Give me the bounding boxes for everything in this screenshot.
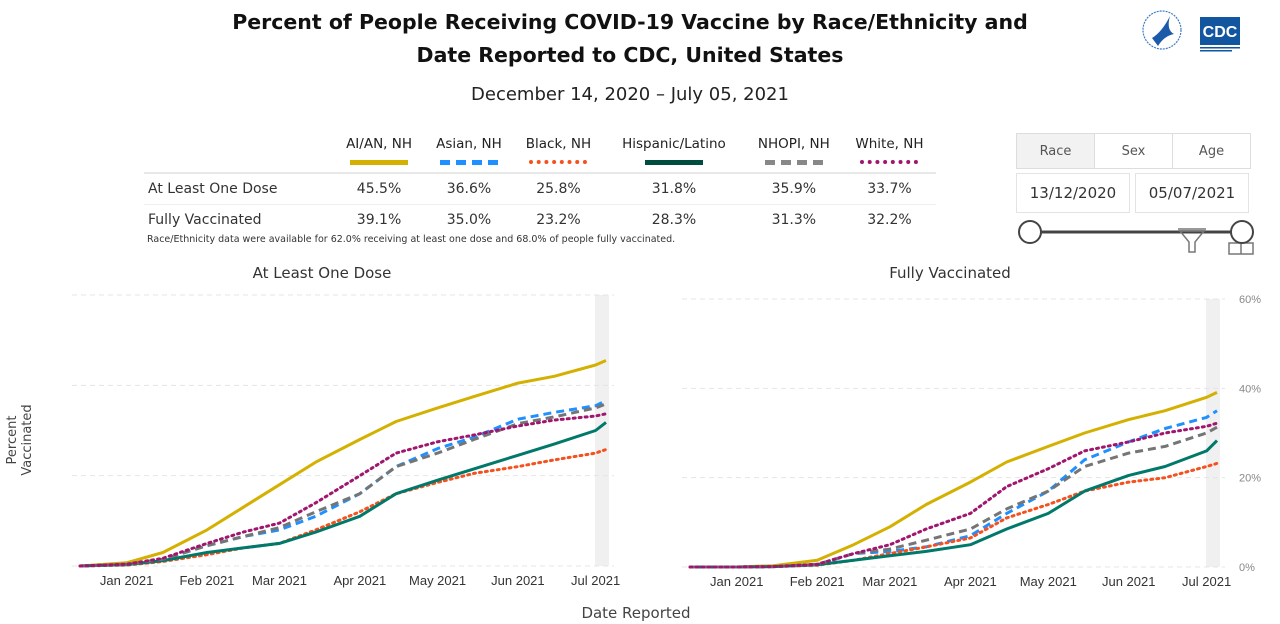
series-line-white-nh[interactable] <box>78 412 608 568</box>
col-header-black: Black, NH <box>525 136 592 152</box>
y-tick-label: 20% <box>1239 473 1261 485</box>
row-label: Fully Vaccinated <box>148 212 262 228</box>
cell-value: 31.8% <box>603 173 745 205</box>
date-range-subtitle: December 14, 2020 – July 05, 2021 <box>471 84 789 105</box>
y-tick-label: 0% <box>1239 562 1255 574</box>
cell-value: 35.0% <box>446 212 492 228</box>
x-tick-label: Jun 2021 <box>1102 574 1156 589</box>
series-line-hispanic-latino[interactable] <box>79 421 607 568</box>
legend-swatch-black <box>529 160 588 164</box>
tab-sex[interactable]: Sex <box>1095 134 1173 168</box>
cdc-logo: CDC <box>1140 6 1250 62</box>
hhs-eagle-icon <box>1142 10 1182 50</box>
tab-age[interactable]: Age <box>1198 143 1225 159</box>
col-header-white: White, NH <box>855 136 924 152</box>
filter-icon[interactable] <box>1178 228 1206 253</box>
x-tick-label: Jan 2021 <box>100 573 154 588</box>
series-line-ai-an-nh[interactable] <box>690 391 1218 569</box>
x-tick-label: Jul 2021 <box>571 573 620 588</box>
y-tick-label: 60% <box>1239 294 1261 306</box>
chart-title-one-dose: At Least One Dose <box>252 264 392 282</box>
chart-fully-vaccinated: 0% 20% 40% 60% Jan 2021 Feb 2021 Mar 2021 Apr 2… <box>682 294 1261 589</box>
cell-value: 31.3% <box>771 212 817 228</box>
y-tick-label: 40% <box>1239 383 1261 395</box>
cell-value: 23.2% <box>536 212 581 228</box>
col-header-nhopi: NHOPI, NH <box>757 136 830 152</box>
cell-value: 32.2% <box>867 212 912 228</box>
x-tick-label: Apr 2021 <box>944 574 997 589</box>
series-line-white-nh[interactable] <box>688 421 1219 569</box>
table-row: Fully Vaccinated 39.1% 35.0% 23.2% 28.3%… <box>144 205 936 236</box>
data-availability-note: Race/Ethnicity data were available for 6… <box>147 234 676 245</box>
series-line-black-nh[interactable] <box>688 461 1219 569</box>
series-line-asian-nh[interactable] <box>690 409 1218 569</box>
x-tick-label: Jun 2021 <box>491 573 545 588</box>
series-line-hispanic-latino[interactable] <box>690 439 1219 569</box>
legend-swatch-asian <box>439 159 498 165</box>
legend-swatch-aian <box>350 159 409 165</box>
slider-end-handle[interactable] <box>1230 220 1254 244</box>
cdc-logo-text: CDC <box>1203 24 1238 41</box>
slider-start-handle[interactable] <box>1018 220 1042 244</box>
cell-value: 33.7% <box>842 173 936 205</box>
cell-value: 28.3% <box>651 212 697 228</box>
x-tick-label: May 2021 <box>409 573 466 588</box>
x-tick-label: Apr 2021 <box>333 573 386 588</box>
cell-value: 39.1% <box>356 212 402 228</box>
breakdown-tabs: Race Sex Age <box>1016 133 1251 169</box>
cell-value: 25.8% <box>513 173 604 205</box>
x-tick-label: Feb 2021 <box>179 573 234 588</box>
summary-header-row: AI/AN, NH Asian, NH Black, NH Hispanic/L… <box>144 122 936 152</box>
x-tick-label: Mar 2021 <box>252 573 307 588</box>
chart-at-least-one-dose: Jan 2021 Feb 2021 Mar 2021 Apr 2021 May 2021… <box>72 294 620 588</box>
date-range-slider[interactable] <box>1010 215 1275 257</box>
cdc-logo-box <box>1200 17 1240 45</box>
series-line-ai-an-nh[interactable] <box>79 359 607 568</box>
x-axis-label: Date Reported <box>581 604 691 622</box>
page-title: Percent of People Receiving COVID-19 Vac… <box>180 6 1080 72</box>
latest-date-highlight <box>1206 299 1220 567</box>
x-tick-label: May 2021 <box>1020 574 1077 589</box>
start-date-input[interactable]: 13/12/2020 <box>1016 173 1130 213</box>
series-line-black-nh[interactable] <box>78 448 608 568</box>
col-header-aian: AI/AN, NH <box>346 136 412 152</box>
x-tick-label: Jan 2021 <box>710 574 764 589</box>
row-label: At Least One Dose <box>144 173 334 205</box>
tab-race[interactable]: Race <box>1017 134 1095 168</box>
x-tick-label: Feb 2021 <box>790 574 845 589</box>
series-line-nhopi-nh[interactable] <box>79 402 607 568</box>
legend-swatch-hispanic <box>644 159 703 165</box>
cell-value: 35.9% <box>744 173 843 205</box>
cell-value: 36.6% <box>424 173 514 205</box>
title-line-1: Percent of People Receiving COVID-19 Vac… <box>232 10 1028 34</box>
x-tick-label: Jul 2021 <box>1182 574 1231 589</box>
col-header-asian: Asian, NH <box>436 136 502 152</box>
legend-swatch-nhopi <box>764 159 823 165</box>
end-date-input[interactable]: 05/07/2021 <box>1135 173 1249 213</box>
table-row: At Least One Dose 45.5% 36.6% 25.8% 31.8… <box>144 173 936 205</box>
title-line-2: Date Reported to CDC, United States <box>416 43 844 67</box>
col-header-hispanic: Hispanic/Latino <box>622 136 726 152</box>
cell-value: 45.5% <box>334 173 425 205</box>
x-tick-label: Mar 2021 <box>862 574 917 589</box>
summary-table: AI/AN, NH Asian, NH Black, NH Hispanic/L… <box>144 122 936 235</box>
legend-swatch-white <box>860 160 919 164</box>
chart-title-fully-vaccinated: Fully Vaccinated <box>889 264 1011 282</box>
legend-swatch-row <box>144 152 936 174</box>
